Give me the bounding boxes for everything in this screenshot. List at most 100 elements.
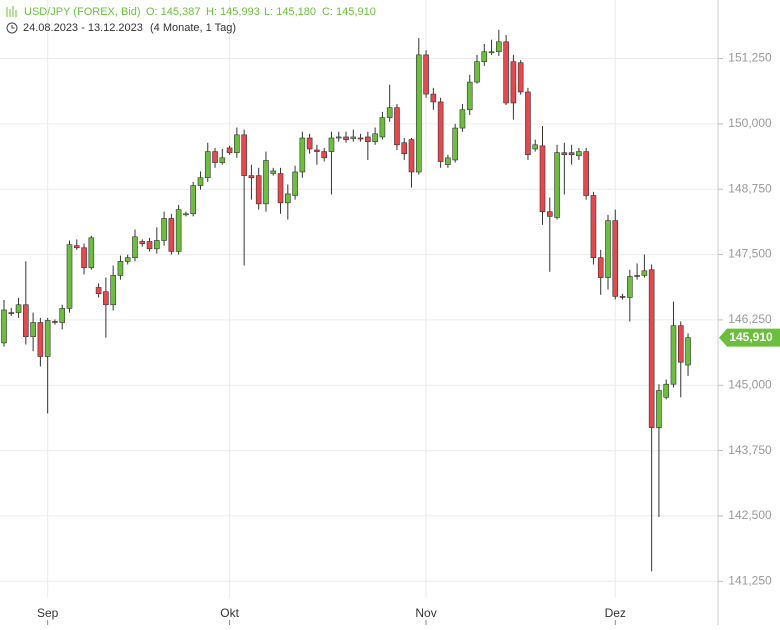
candle-body [23,304,29,337]
candle-body [132,236,138,259]
candle-body [226,147,233,153]
candle-body [321,151,327,159]
candle-body [656,390,662,428]
candle-body [306,137,313,150]
candle-body [190,185,197,215]
last-price-label: 145,910 [729,330,773,344]
candle-body [539,145,546,213]
candle-body [73,245,80,249]
candle-body [30,322,36,337]
candle-body [299,137,306,173]
candle-body [8,312,15,314]
candle-body [263,160,269,205]
candle-body [37,322,44,357]
clock-hands [11,25,15,29]
candle-body [554,152,560,218]
candle-body [423,54,429,95]
candle-body [103,291,109,306]
candle-body [445,157,451,165]
chart-icon [6,6,17,17]
ohlc-close: C: 145,910 [322,6,376,18]
y-tick-label: 151,250 [728,51,772,65]
duration: (4 Monate, 1 Tag) [150,22,236,34]
candle-body [408,139,415,173]
candle-body [597,257,604,278]
candle-body [532,144,539,150]
candle-body [401,142,408,154]
candle-body [183,213,189,216]
candle-body [546,211,553,217]
candle-body [335,136,342,139]
x-tick-label: Sep [37,606,59,620]
candle-body [510,61,517,104]
date-range: 24.08.2023 - 13.12.2023 [23,22,143,34]
candle-body [583,151,589,196]
x-tick-label: Nov [415,606,436,620]
candle-body [95,287,102,295]
y-tick-label: 147,500 [728,247,772,261]
candle-body [270,170,277,174]
candle-body [496,41,502,53]
candle-body [677,325,684,363]
candle-body [561,152,568,156]
candle-body [292,171,298,196]
candle-body [452,127,458,161]
candle-body [379,117,386,138]
ohlc-open: O: 145,387 [146,6,200,18]
candle-body [627,276,633,298]
y-tick-label: 143,750 [728,443,772,457]
candle-body [568,152,575,156]
y-tick-label: 145,000 [728,377,772,391]
header: USD/JPY (FOREX, Bid) O: 145,387 H: 145,9… [6,6,376,34]
candle-body [168,218,175,252]
candle-body [117,261,124,276]
y-tick-label: 141,250 [728,573,772,587]
candle-body [328,137,335,152]
candle-body [670,325,677,385]
candle-body [314,149,320,152]
clock-icon [6,22,18,34]
candle-body [212,151,218,163]
candle-body [277,173,284,204]
candle-body [386,107,393,118]
candle-body [52,321,58,323]
candle-body [474,61,480,83]
x-tick-label: Okt [220,606,239,620]
candle-body [372,133,378,142]
candle-body [619,296,626,298]
candle-body [576,151,582,157]
candle-body [590,195,597,259]
candle-body [641,270,648,276]
candle-body [394,107,400,146]
candle-body [488,51,495,54]
y-tick-label: 146,250 [728,312,772,326]
candle-body [110,275,116,306]
candle-body [430,93,437,103]
candle-body [175,209,182,252]
candle-body [146,241,153,250]
candle-body [161,218,167,241]
candle-body [663,383,670,398]
candle-body [466,81,473,111]
candle-body [685,337,691,366]
candle-body [459,109,466,129]
candle-body [204,151,211,179]
x-tick-label: Dez [605,606,626,620]
candle-body [415,54,422,173]
y-tick-label: 150,000 [728,116,772,130]
candle-body [437,101,444,162]
instrument: USD/JPY (FOREX, Bid) [24,6,141,18]
candle-body [44,320,51,357]
candle-body [612,220,619,297]
ohlc-high: H: 145,993 [206,6,260,18]
candle-body [234,134,240,153]
candle-body [255,175,262,205]
candle-body [503,41,509,104]
candle-body [241,134,247,176]
candle-body [88,237,95,268]
candle-body [517,62,524,93]
candle-body [1,309,7,344]
candle-body [66,244,73,309]
